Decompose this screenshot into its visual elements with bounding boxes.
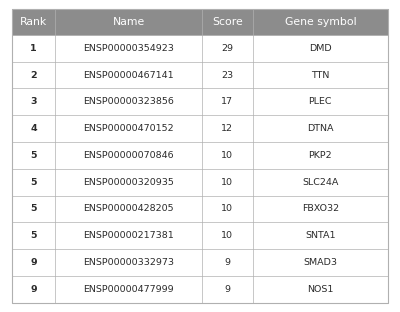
Bar [202, 249, 253, 276]
Bar [12, 115, 55, 142]
Bar [253, 169, 388, 196]
Text: 10: 10 [221, 204, 233, 213]
Text: 2: 2 [30, 71, 37, 80]
Bar [253, 276, 388, 303]
Text: 5: 5 [30, 151, 37, 160]
Bar [12, 196, 55, 222]
Text: Gene symbol: Gene symbol [284, 17, 356, 27]
Text: 10: 10 [221, 231, 233, 240]
Bar [253, 89, 388, 115]
Text: 1: 1 [30, 44, 37, 53]
Bar [202, 276, 253, 303]
Text: ENSP00000332973: ENSP00000332973 [83, 258, 174, 267]
Text: SMAD3: SMAD3 [303, 258, 337, 267]
Bar [253, 142, 388, 169]
Bar [12, 169, 55, 196]
Bar [253, 115, 388, 142]
Bar [253, 9, 388, 35]
Bar [12, 276, 55, 303]
Text: 5: 5 [30, 204, 37, 213]
Text: FBXO32: FBXO32 [302, 204, 339, 213]
Bar [202, 169, 253, 196]
Bar [202, 196, 253, 222]
Bar [55, 62, 202, 89]
Bar [202, 35, 253, 62]
Bar [12, 62, 55, 89]
Bar [202, 115, 253, 142]
Bar [12, 249, 55, 276]
Text: 3: 3 [30, 97, 37, 106]
Bar [12, 9, 55, 35]
Text: ENSP00000354923: ENSP00000354923 [83, 44, 174, 53]
Text: 23: 23 [221, 71, 233, 80]
Bar [55, 35, 202, 62]
Bar [253, 249, 388, 276]
Text: 9: 9 [30, 285, 37, 294]
Text: PLEC: PLEC [308, 97, 332, 106]
Bar [253, 62, 388, 89]
Bar [55, 169, 202, 196]
Text: 9: 9 [224, 258, 230, 267]
Bar [12, 142, 55, 169]
Text: Name: Name [112, 17, 145, 27]
Text: Rank: Rank [20, 17, 47, 27]
Text: 12: 12 [221, 124, 233, 133]
Text: 10: 10 [221, 151, 233, 160]
Text: 9: 9 [224, 285, 230, 294]
Bar [12, 35, 55, 62]
Text: DMD: DMD [309, 44, 332, 53]
Text: ENSP00000217381: ENSP00000217381 [83, 231, 174, 240]
Bar [55, 89, 202, 115]
Bar [253, 35, 388, 62]
Text: Score: Score [212, 17, 243, 27]
Bar [55, 9, 202, 35]
Text: 10: 10 [221, 178, 233, 187]
Text: DTNA: DTNA [307, 124, 334, 133]
Bar [55, 115, 202, 142]
Text: ENSP00000428205: ENSP00000428205 [83, 204, 174, 213]
Text: 4: 4 [30, 124, 37, 133]
Bar [202, 142, 253, 169]
Text: ENSP00000477999: ENSP00000477999 [83, 285, 174, 294]
Text: 29: 29 [221, 44, 233, 53]
Text: ENSP00000323856: ENSP00000323856 [83, 97, 174, 106]
Text: SLC24A: SLC24A [302, 178, 338, 187]
Text: ENSP00000070846: ENSP00000070846 [83, 151, 174, 160]
Text: TTN: TTN [311, 71, 330, 80]
Bar [12, 89, 55, 115]
Bar [253, 196, 388, 222]
Bar [55, 196, 202, 222]
Text: 17: 17 [221, 97, 233, 106]
Text: 5: 5 [30, 231, 37, 240]
Text: NOS1: NOS1 [307, 285, 334, 294]
Bar [55, 276, 202, 303]
Text: PKP2: PKP2 [308, 151, 332, 160]
Text: SNTA1: SNTA1 [305, 231, 336, 240]
Bar [202, 62, 253, 89]
Bar [202, 9, 253, 35]
Bar [55, 222, 202, 249]
Bar [55, 142, 202, 169]
Bar [12, 222, 55, 249]
Bar [253, 222, 388, 249]
Bar [55, 249, 202, 276]
Text: ENSP00000320935: ENSP00000320935 [83, 178, 174, 187]
Text: ENSP00000467141: ENSP00000467141 [83, 71, 174, 80]
Text: 5: 5 [30, 178, 37, 187]
Bar [202, 222, 253, 249]
Text: 9: 9 [30, 258, 37, 267]
Text: ENSP00000470152: ENSP00000470152 [83, 124, 174, 133]
Bar [202, 89, 253, 115]
